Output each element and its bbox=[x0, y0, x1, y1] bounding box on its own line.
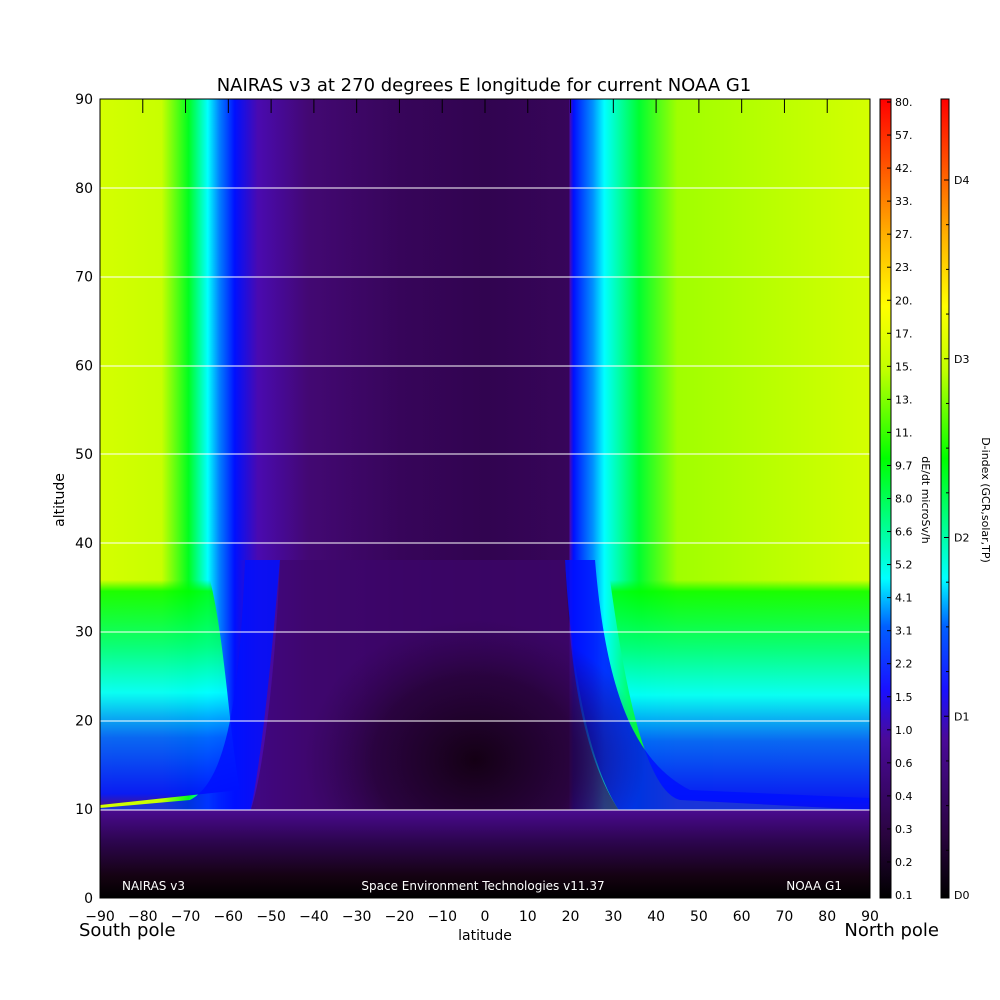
y-tick-label: 20 bbox=[75, 713, 93, 729]
annotation-right: NOAA G1 bbox=[786, 879, 842, 893]
x-tick-label: −10 bbox=[427, 909, 457, 925]
dindex-tick-label: D3 bbox=[954, 353, 969, 366]
y-tick-label: 50 bbox=[75, 447, 93, 463]
dose-tick-label: 0.2 bbox=[895, 856, 913, 869]
y-axis-label: altitude bbox=[52, 473, 68, 527]
dose-tick-label: 80. bbox=[895, 96, 913, 109]
x-tick-label: 50 bbox=[690, 909, 708, 925]
dose-tick-label: 17. bbox=[895, 327, 913, 340]
x-tick-label: −80 bbox=[128, 909, 158, 925]
x-tick-label: 40 bbox=[647, 909, 665, 925]
dindex-tick-label: D1 bbox=[954, 710, 969, 723]
y-tick-label: 10 bbox=[75, 802, 93, 818]
dose-tick-label: 27. bbox=[895, 228, 913, 241]
y-tick-label: 40 bbox=[75, 536, 93, 552]
x-tick-label: −50 bbox=[256, 909, 286, 925]
dose-tick-label: 13. bbox=[895, 393, 913, 406]
x-axis-label: latitude bbox=[458, 928, 512, 944]
dose-tick-label: 0.1 bbox=[895, 889, 913, 902]
dose-colorbar-label: dE/dt microSv/h bbox=[919, 456, 932, 543]
north-pole-label: North pole bbox=[844, 920, 939, 941]
x-tick-label: 60 bbox=[733, 909, 751, 925]
dose-tick-label: 0.4 bbox=[895, 790, 913, 803]
y-tick-label: 90 bbox=[75, 92, 93, 108]
x-tick-label: 30 bbox=[604, 909, 622, 925]
dindex-tick-label: D2 bbox=[954, 532, 969, 545]
dose-tick-label: 1.0 bbox=[895, 724, 913, 737]
x-tick-label: −60 bbox=[214, 909, 244, 925]
dose-colorbar-ticks: 0.1 0.2 0.3 0.4 0.6 1.0 1.5 2.2 3.1 4.1 5.2 6.6 8.0 9… bbox=[887, 96, 913, 902]
x-tick-label: −30 bbox=[342, 909, 372, 925]
x-tick-label: 70 bbox=[776, 909, 794, 925]
y-tick-label: 60 bbox=[75, 358, 93, 374]
dindex-colorbar-label: D-index (GCR,solar,TP) bbox=[979, 437, 992, 563]
dose-tick-label: 5.2 bbox=[895, 559, 913, 572]
x-tick-label: −40 bbox=[299, 909, 329, 925]
dose-tick-label: 11. bbox=[895, 426, 913, 439]
x-tick-label: 10 bbox=[519, 909, 537, 925]
x-tick-labels: −90 −80 −70 −60 −50 −40 −30 −20 −10 0 10 20 30 40 50 60… bbox=[85, 909, 879, 925]
y-tick-label: 0 bbox=[84, 891, 93, 907]
x-tick-label: −70 bbox=[171, 909, 201, 925]
chart-title: NAIRAS v3 at 270 degrees E longitude for… bbox=[217, 75, 752, 96]
dose-tick-label: 33. bbox=[895, 195, 913, 208]
y-tick-label: 30 bbox=[75, 625, 93, 641]
x-tick-label: −90 bbox=[85, 909, 115, 925]
dose-tick-label: 20. bbox=[895, 294, 913, 307]
dose-tick-label: 1.5 bbox=[895, 691, 913, 704]
x-tick-label: 20 bbox=[562, 909, 580, 925]
dose-tick-label: 23. bbox=[895, 261, 913, 274]
x-tick-label: −20 bbox=[385, 909, 415, 925]
dose-tick-label: 15. bbox=[895, 360, 913, 373]
annotation-left: NAIRAS v3 bbox=[122, 879, 185, 893]
y-tick-label: 80 bbox=[75, 181, 93, 197]
dindex-colorbar-ticks: D0 D1 D2 D3 D4 bbox=[944, 174, 969, 902]
south-pole-label: South pole bbox=[79, 920, 176, 941]
dose-tick-label: 4.1 bbox=[895, 592, 913, 605]
x-tick-label: 80 bbox=[818, 909, 836, 925]
y-tick-labels: 0 10 20 30 40 50 60 70 80 90 bbox=[75, 92, 93, 907]
annotation-center: Space Environment Technologies v11.37 bbox=[361, 879, 604, 893]
x-tick-label: 0 bbox=[481, 909, 490, 925]
dose-tick-label: 8.0 bbox=[895, 493, 913, 506]
dose-tick-label: 6.6 bbox=[895, 526, 913, 539]
dindex-tick-label: D0 bbox=[954, 889, 969, 902]
dose-tick-label: 3.1 bbox=[895, 625, 913, 638]
gridlines bbox=[100, 187, 870, 811]
top-ticks bbox=[99, 99, 871, 113]
dose-tick-label: 0.3 bbox=[895, 823, 913, 836]
x-tick-label: 90 bbox=[861, 909, 879, 925]
dose-tick-label: 2.2 bbox=[895, 658, 913, 671]
y-tick-label: 70 bbox=[75, 270, 93, 286]
dose-tick-label: 57. bbox=[895, 129, 913, 142]
dindex-colorbar bbox=[940, 98, 950, 899]
heatmap bbox=[100, 99, 870, 898]
dose-tick-label: 9.7 bbox=[895, 459, 913, 472]
dose-tick-label: 42. bbox=[895, 162, 913, 175]
dindex-tick-label: D4 bbox=[954, 174, 969, 187]
dose-tick-label: 0.6 bbox=[895, 757, 913, 770]
